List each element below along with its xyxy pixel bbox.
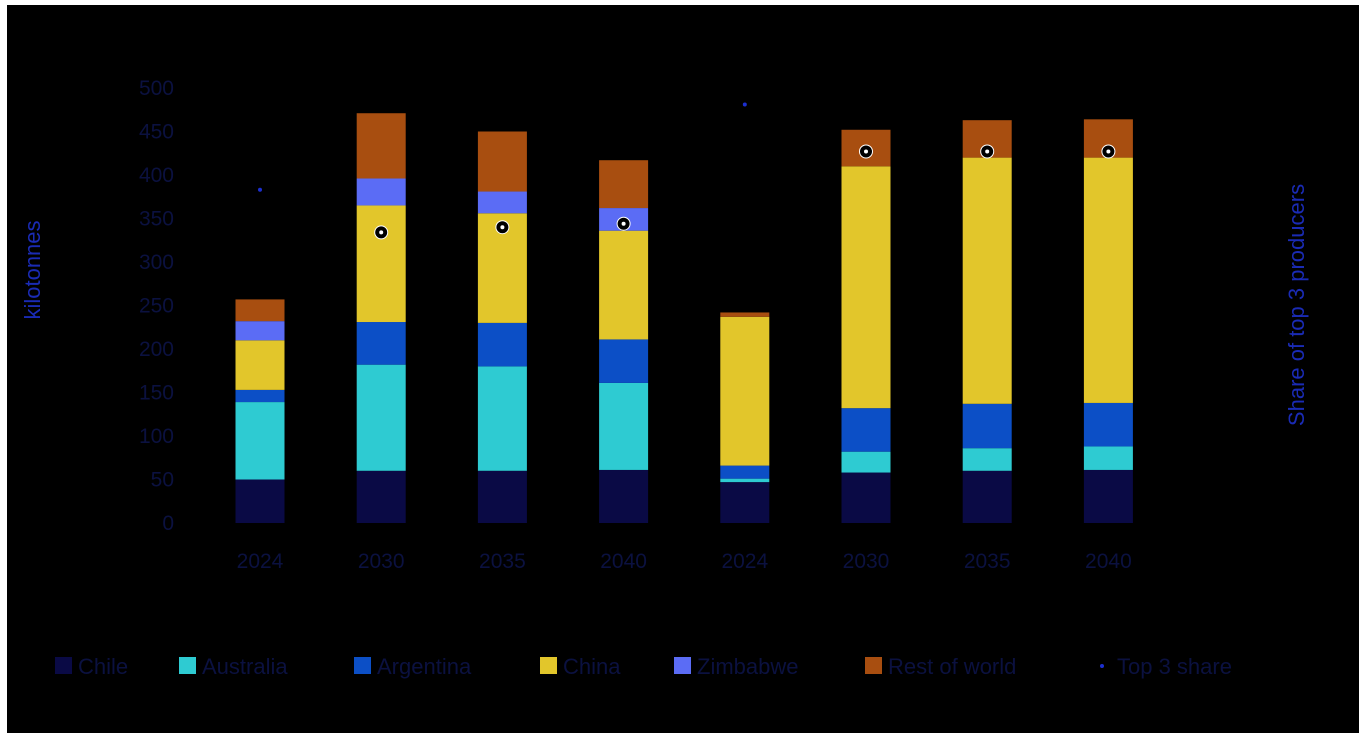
y-tick-label: 500: [139, 77, 174, 100]
top-3-share-point: [258, 187, 262, 192]
bar-segment-australia: [720, 478, 770, 483]
y-tick-label: 100: [139, 425, 174, 448]
x-tick-label: 2040: [1085, 550, 1132, 573]
bar-segment-chile: [1083, 469, 1133, 523]
top-3-share-point-center: [621, 221, 626, 226]
bar-segment-argentina: [720, 465, 770, 479]
bar-segment-australia: [962, 448, 1012, 471]
legend-swatch: [865, 657, 882, 674]
bar-segment-china: [841, 166, 891, 409]
bar-segment-argentina: [962, 403, 1012, 449]
legend-item-rest-of-world: Rest of world: [865, 654, 1016, 679]
top-3-share-point-center: [985, 149, 990, 154]
y-axis-ticks: 0 50 100 150 200 250 300 350 400 450 500: [139, 77, 174, 535]
bar-segment-australia: [841, 451, 891, 473]
top-3-share-point-center: [379, 230, 384, 235]
y-tick-label: 0: [162, 512, 174, 535]
bar-segment-zimbabwe: [235, 321, 285, 341]
legend-label: Zimbabwe: [697, 654, 798, 679]
bar-segment-australia: [235, 402, 285, 480]
bar-segment-china: [599, 230, 649, 340]
x-tick-label: 2024: [721, 550, 768, 573]
legend-swatch: [674, 657, 691, 674]
y-tick-label: 300: [139, 251, 174, 274]
top-3-share-point: [742, 102, 747, 107]
bar-segment-chile: [235, 479, 285, 523]
bar-segment-rest-of-world: [356, 113, 406, 179]
top-3-share-point-center: [500, 225, 505, 230]
chart-background: 0 50 100 150 200 250 300 350 400 450 500 2024 2030 2…: [7, 5, 1359, 733]
legend-label: China: [563, 654, 621, 679]
legend-swatch: [540, 657, 557, 674]
legend-swatch: [354, 657, 371, 674]
top-3-share-point-center: [1106, 149, 1111, 154]
legend-label: Top 3 share: [1117, 654, 1232, 679]
bar-segment-argentina: [477, 322, 527, 367]
legend-swatch: [55, 657, 72, 674]
bar-segment-argentina: [235, 389, 285, 403]
bar-segment-chile: [720, 482, 770, 523]
legend-item-top-3-share: Top 3 share: [1100, 654, 1232, 679]
bar-segment-rest-of-world: [477, 131, 527, 192]
bar-segment-rest-of-world: [235, 299, 285, 322]
legend-label: Argentina: [377, 654, 472, 679]
bar-segment-australia: [356, 364, 406, 471]
x-tick-label: 2030: [843, 550, 890, 573]
legend-label: Rest of world: [888, 654, 1016, 679]
y-tick-label: 50: [151, 469, 174, 492]
legend-item-china: China: [540, 654, 621, 679]
top-3-share-point-center: [864, 149, 868, 154]
y-tick-label: 400: [139, 164, 174, 187]
bar-segment-argentina: [1083, 402, 1133, 447]
legend-swatch: [179, 657, 196, 674]
bar-segment-china: [720, 316, 770, 466]
bar-segment-chile: [599, 469, 649, 523]
x-tick-label: 2040: [600, 550, 647, 573]
bar-segment-chile: [962, 470, 1012, 523]
bar-segment-rest-of-world: [720, 312, 770, 317]
x-tick-label: 2035: [479, 550, 526, 573]
bar-segment-china: [356, 205, 406, 323]
x-tick-label: 2035: [964, 550, 1011, 573]
bar-segment-china: [962, 157, 1012, 404]
legend-item-australia: Australia: [179, 654, 288, 679]
bar-segment-zimbabwe: [356, 178, 406, 206]
bar-segment-rest-of-world: [599, 160, 649, 209]
bar-segment-australia: [1083, 446, 1133, 470]
y-tick-label: 350: [139, 208, 174, 231]
legend-swatch: [1100, 664, 1104, 668]
bar-segment-china: [235, 340, 285, 390]
y-axis-title: kilotonnes: [20, 220, 45, 319]
bar-segment-australia: [477, 366, 527, 471]
bar-plot-area: [235, 113, 1133, 523]
bar-segment-chile: [477, 470, 527, 523]
y-tick-label: 150: [139, 382, 174, 405]
x-tick-label: 2024: [237, 550, 284, 573]
y-tick-label: 200: [139, 338, 174, 361]
y-tick-label: 250: [139, 295, 174, 318]
bar-segment-zimbabwe: [477, 191, 527, 214]
legend-item-zimbabwe: Zimbabwe: [674, 654, 798, 679]
legend-label: Chile: [78, 654, 128, 679]
legend-item-argentina: Argentina: [354, 654, 472, 679]
bar-segment-australia: [599, 382, 649, 470]
bar-segment-argentina: [356, 322, 406, 365]
bar-segment-chile: [841, 472, 891, 523]
y-tick-label: 450: [139, 121, 174, 144]
x-axis-ticks: 2024 2030 2035 2040 2024 2030 2035 2040: [237, 550, 1132, 573]
bar-segment-chile: [356, 470, 406, 523]
secondary-y-axis-title: Share of top 3 producers: [1284, 184, 1309, 426]
bar-segment-argentina: [841, 408, 891, 452]
bar-segment-china: [1083, 157, 1133, 403]
x-tick-label: 2030: [358, 550, 405, 573]
legend-item-chile: Chile: [55, 654, 128, 679]
bar-segment-argentina: [599, 339, 649, 383]
legend-label: Australia: [202, 654, 288, 679]
legend: Chile Australia Argentina China Zimbabwe Rest…: [55, 654, 1232, 679]
top-3-share-markers: [258, 102, 1116, 240]
